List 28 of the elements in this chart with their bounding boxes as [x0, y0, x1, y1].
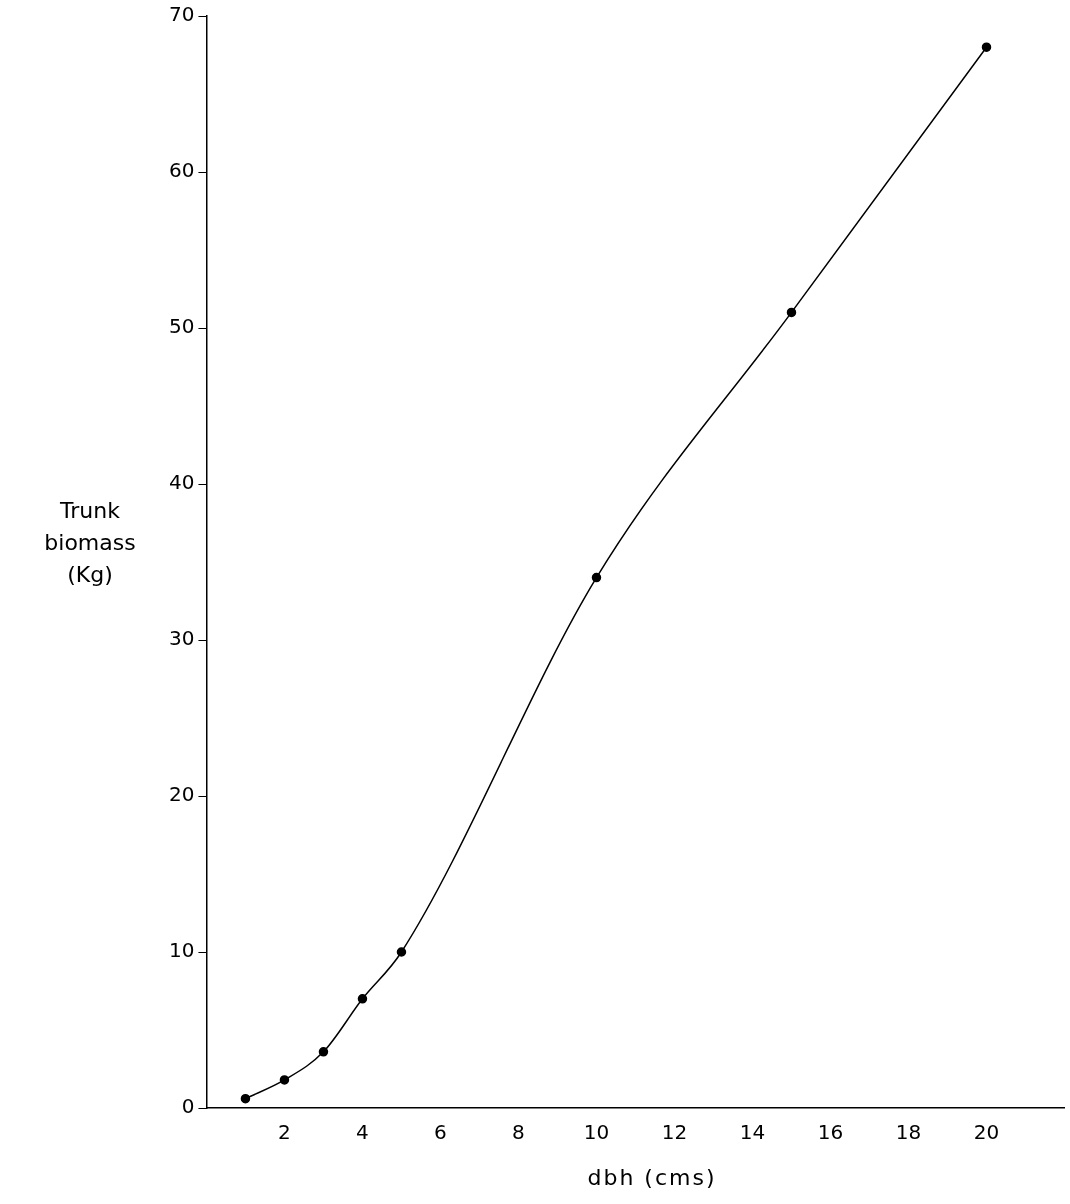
- y-tick-label: 10: [169, 938, 195, 963]
- x-tick-label: 2: [278, 1120, 291, 1145]
- y-tick-label: 0: [181, 1094, 195, 1119]
- point: [240, 1093, 251, 1104]
- point: [396, 947, 407, 957]
- point: [981, 42, 992, 52]
- x-tick-label: 6: [434, 1120, 447, 1145]
- x-tick-label: 20: [973, 1120, 1000, 1145]
- y-tick-label: 70: [169, 2, 195, 27]
- y-axis-title: Trunk biomass (Kg): [43, 497, 137, 589]
- y-tick-label: 30: [169, 626, 195, 651]
- point: [786, 307, 797, 318]
- point: [591, 572, 602, 583]
- y-tick-label: 60: [169, 158, 195, 183]
- point: [279, 1075, 290, 1085]
- x-tick-label: 10: [583, 1120, 610, 1145]
- x-tick-label: 16: [817, 1120, 844, 1145]
- y-tick-label: 40: [169, 470, 195, 495]
- x-tick-label: 8: [512, 1120, 525, 1145]
- x-tick-label: 12: [661, 1120, 688, 1145]
- point: [318, 1047, 329, 1057]
- x-axis-title: dbh (cms): [586, 1165, 718, 1190]
- x-tick-label: 14: [739, 1120, 766, 1145]
- y-tick-label: 50: [169, 314, 195, 339]
- point: [357, 994, 368, 1004]
- x-tick-label: 4: [356, 1120, 369, 1145]
- y-tick-label: 20: [169, 782, 195, 807]
- x-tick-label: 18: [895, 1120, 922, 1145]
